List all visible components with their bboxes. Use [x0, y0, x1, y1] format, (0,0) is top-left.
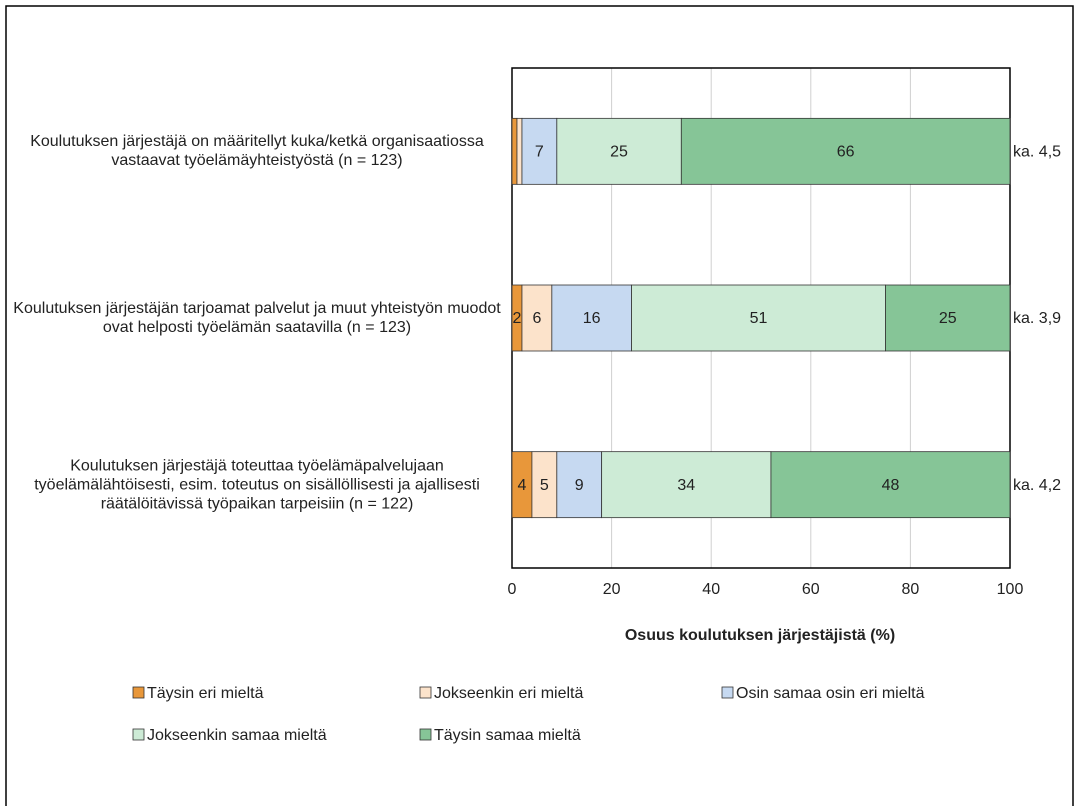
x-tick-label: 40: [702, 581, 720, 598]
x-tick-label: 80: [902, 581, 920, 598]
bar-segment: [521, 284, 553, 352]
average-label: ka. 4,5: [1013, 144, 1061, 161]
x-axis-title: Osuus koulutuksen järjestäjistä (%): [625, 627, 895, 644]
category-label: Koulutuksen järjestäjä on määritellyt ku…: [30, 133, 484, 170]
data-label: 4: [518, 477, 527, 494]
bar-segment: [885, 284, 1011, 352]
bar-segment: [511, 117, 518, 185]
legend-label: Täysin samaa mieltä: [434, 727, 581, 744]
data-label: 16: [583, 310, 601, 327]
legend-label: Jokseenkin samaa mieltä: [147, 727, 327, 744]
bar-segment: [556, 117, 682, 185]
legend-label: Täysin eri mieltä: [147, 685, 264, 702]
legend-swatch: [132, 728, 145, 741]
bar-segment: [680, 117, 1011, 185]
average-label: ka. 4,2: [1013, 477, 1061, 494]
data-label: 66: [837, 144, 855, 161]
bar-segment: [516, 117, 523, 185]
category-label: Koulutuksen järjestäjä toteuttaa työeläm…: [34, 457, 480, 513]
data-label: 7: [535, 144, 544, 161]
x-tick-label: 60: [802, 581, 820, 598]
legend-swatch: [419, 686, 432, 699]
x-tick-label: 0: [508, 581, 517, 598]
data-label: 6: [532, 310, 541, 327]
bar-segment: [551, 284, 632, 352]
data-label: 5: [540, 477, 549, 494]
legend-label: Jokseenkin eri mieltä: [434, 685, 584, 702]
data-label: 48: [882, 477, 900, 494]
x-tick-label: 20: [603, 581, 621, 598]
legend-swatch: [132, 686, 145, 699]
legend-label: Osin samaa osin eri mieltä: [736, 685, 925, 702]
data-label: 2: [513, 310, 522, 327]
data-label: 34: [677, 477, 695, 494]
data-label: 51: [750, 310, 768, 327]
average-label: ka. 3,9: [1013, 310, 1061, 327]
data-label: 25: [939, 310, 957, 327]
bar-segment: [770, 451, 1011, 519]
x-tick-label: 100: [997, 581, 1024, 598]
data-label: 9: [575, 477, 584, 494]
bar-segment: [556, 451, 603, 519]
legend-swatch: [419, 728, 432, 741]
bar-segment: [631, 284, 886, 352]
chart-border: [5, 5, 1074, 806]
data-label: 25: [610, 144, 628, 161]
category-label: Koulutuksen järjestäjän tarjoamat palvel…: [13, 300, 501, 336]
bar-segment: [521, 117, 558, 185]
bar-segment: [601, 451, 772, 519]
legend-swatch: [721, 686, 734, 699]
